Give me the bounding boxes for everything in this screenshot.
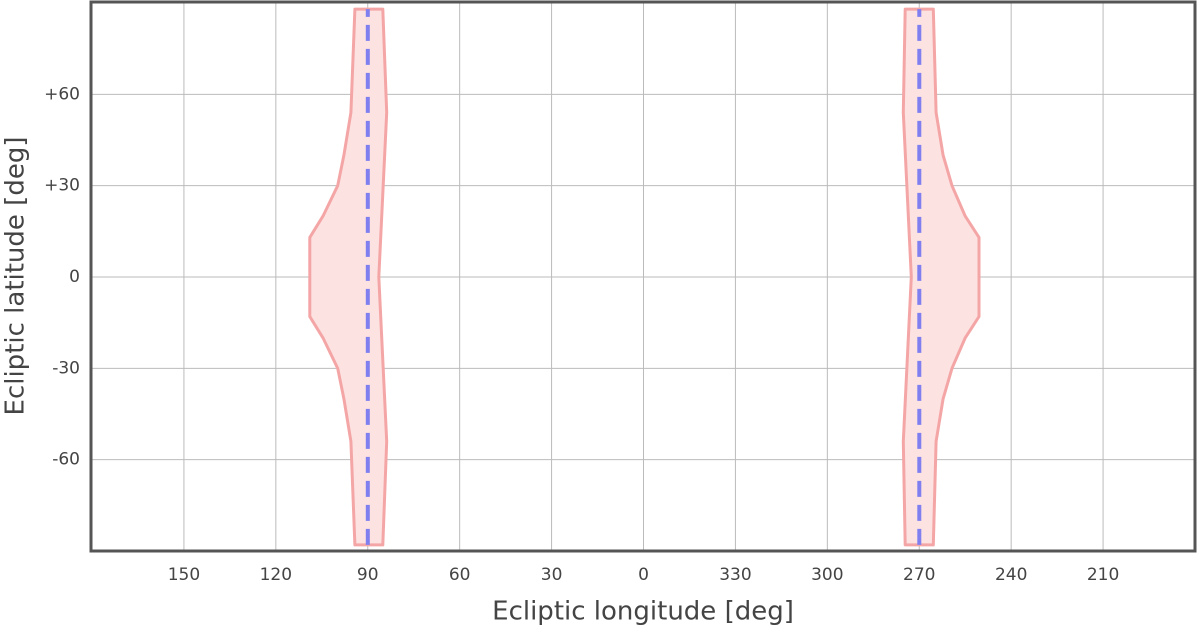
y-tick-label: -60 bbox=[52, 450, 80, 470]
x-tick-label: 60 bbox=[449, 565, 471, 585]
region bbox=[901, 7, 981, 547]
x-tick-label: 270 bbox=[903, 565, 935, 585]
y-tick-label: -30 bbox=[52, 358, 80, 378]
x-tick-label: 90 bbox=[357, 565, 379, 585]
grid bbox=[92, 3, 1195, 551]
y-tick-label: +30 bbox=[44, 176, 80, 196]
x-tick-label: 30 bbox=[541, 565, 563, 585]
x-tick-label: 300 bbox=[811, 565, 843, 585]
plot-frame bbox=[89, 0, 1197, 553]
y-tick-label: 0 bbox=[69, 267, 80, 287]
x-axis-label: Ecliptic longitude [deg] bbox=[492, 597, 794, 627]
x-tick-label: 210 bbox=[1087, 565, 1119, 585]
x-tick-label: 240 bbox=[995, 565, 1027, 585]
x-tick-label: 120 bbox=[260, 565, 292, 585]
y-tick-label: +60 bbox=[44, 84, 80, 104]
y-axis-label: Ecliptic latitude [deg] bbox=[1, 137, 31, 416]
x-tick-label: 0 bbox=[638, 565, 649, 585]
region bbox=[308, 7, 389, 547]
x-tick-label: 150 bbox=[168, 565, 200, 585]
plot-area bbox=[308, 7, 981, 547]
x-tick-label: 330 bbox=[719, 565, 751, 585]
